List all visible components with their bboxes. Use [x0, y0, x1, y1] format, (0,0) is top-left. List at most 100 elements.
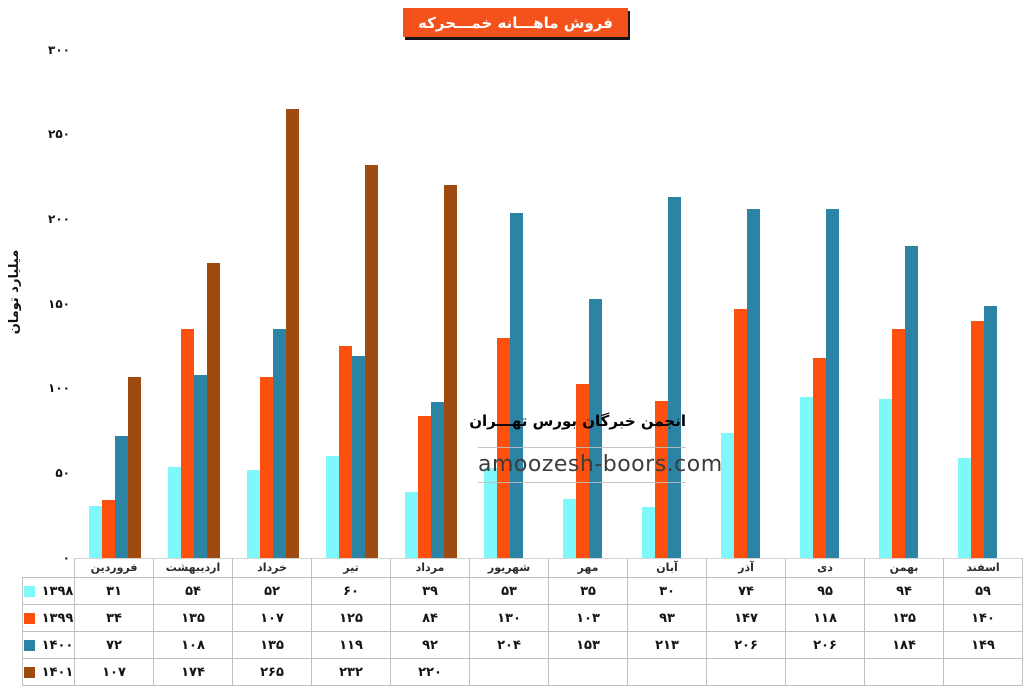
- bar-1398-month-6: [484, 468, 497, 558]
- table-corner-cell: [22, 558, 75, 578]
- legend-year-label: ۱۳۹۸: [41, 583, 74, 599]
- watermark-divider-bottom: [478, 482, 686, 483]
- value-cell-1401-month-6: [470, 659, 549, 686]
- value-cell-1400-month-4: ۱۱۹: [312, 632, 391, 659]
- value-cell-1400-month-11: ۱۸۴: [865, 632, 944, 659]
- bar-1399-month-1: [102, 500, 115, 558]
- month-header-7: مهر: [549, 558, 628, 578]
- bar-1400-month-10: [826, 209, 839, 558]
- value-cell-1401-month-7: [549, 659, 628, 686]
- bar-1398-month-11: [879, 399, 892, 558]
- bar-1399-month-4: [339, 346, 352, 558]
- plot-area: [75, 50, 1023, 559]
- value-cell-1400-month-8: ۲۱۳: [628, 632, 707, 659]
- bar-1400-month-2: [194, 375, 207, 558]
- bar-1401-month-4: [365, 165, 378, 558]
- value-cell-1400-month-7: ۱۵۳: [549, 632, 628, 659]
- value-cell-1398-month-10: ۹۵: [786, 578, 865, 605]
- month-header-2: اردیبهشت: [154, 558, 233, 578]
- value-cell-1401-month-10: [786, 659, 865, 686]
- bar-1400-month-3: [273, 329, 286, 558]
- value-cell-1400-month-6: ۲۰۴: [470, 632, 549, 659]
- value-cell-1398-month-6: ۵۳: [470, 578, 549, 605]
- bar-1398-month-10: [800, 397, 813, 558]
- value-cell-1400-month-5: ۹۲: [391, 632, 470, 659]
- value-cell-1401-month-5: ۲۲۰: [391, 659, 470, 686]
- value-cell-1398-month-8: ۳۰: [628, 578, 707, 605]
- value-cell-1399-month-2: ۱۳۵: [154, 605, 233, 632]
- bar-1399-month-8: [655, 401, 668, 558]
- value-cell-1399-month-8: ۹۳: [628, 605, 707, 632]
- y-axis-title: میلیارد تومان: [7, 249, 22, 335]
- value-cell-1398-month-12: ۵۹: [944, 578, 1023, 605]
- watermark-domain: amoozesh-boors.com: [478, 452, 723, 477]
- value-cell-1400-month-3: ۱۳۵: [233, 632, 312, 659]
- value-cell-1399-month-3: ۱۰۷: [233, 605, 312, 632]
- bar-1398-month-4: [326, 456, 339, 558]
- value-cell-1398-month-2: ۵۴: [154, 578, 233, 605]
- value-cell-1400-month-1: ۷۲: [75, 632, 154, 659]
- value-cell-1398-month-4: ۶۰: [312, 578, 391, 605]
- bar-1400-month-7: [589, 299, 602, 558]
- bar-1399-month-3: [260, 377, 273, 558]
- bar-1401-month-2: [207, 263, 220, 558]
- month-header-4: تیر: [312, 558, 391, 578]
- bar-1398-month-5: [405, 492, 418, 558]
- y-axis-tick-label-250: ۲۵۰: [48, 127, 70, 142]
- value-cell-1401-month-8: [628, 659, 707, 686]
- value-cell-1399-month-10: ۱۱۸: [786, 605, 865, 632]
- legend-year-label: ۱۳۹۹: [41, 610, 74, 626]
- bar-1401-month-3: [286, 109, 299, 558]
- value-cell-1401-month-11: [865, 659, 944, 686]
- legend-swatch-1401: [23, 666, 35, 678]
- bar-1400-month-12: [984, 306, 997, 558]
- value-cell-1401-month-3: ۲۶۵: [233, 659, 312, 686]
- value-cell-1399-month-5: ۸۴: [391, 605, 470, 632]
- bar-1401-month-1: [128, 377, 141, 558]
- y-axis-tick-label-150: ۱۵۰: [48, 296, 70, 311]
- value-cell-1400-month-12: ۱۴۹: [944, 632, 1023, 659]
- value-cell-1400-month-10: ۲۰۶: [786, 632, 865, 659]
- watermark-text-fa: انجمن خبرگان بورس تهـــران: [469, 412, 686, 430]
- bar-1400-month-9: [747, 209, 760, 558]
- month-header-1: فروردین: [75, 558, 154, 578]
- value-cell-1401-month-9: [707, 659, 786, 686]
- y-axis-tick-label-50: ۵۰: [55, 465, 70, 480]
- data-table: فروردین اردیبهشت خرداد تیر مرداد شهریور مهر آبا…: [22, 558, 1023, 686]
- bar-1399-month-7: [576, 384, 589, 558]
- legend-cell-1399: ۱۳۹۹: [22, 605, 75, 632]
- bar-1399-month-9: [734, 309, 747, 558]
- value-cell-1399-month-11: ۱۳۵: [865, 605, 944, 632]
- legend-year-label: ۱۴۰۰: [41, 637, 74, 653]
- bar-1400-month-8: [668, 197, 681, 558]
- value-cell-1399-month-12: ۱۴۰: [944, 605, 1023, 632]
- bar-1398-month-2: [168, 467, 181, 558]
- legend-swatch-1400: [23, 639, 35, 651]
- watermark: انجمن خبرگان بورس تهـــران amoozesh-boor…: [469, 410, 723, 484]
- legend-cell-1398: ۱۳۹۸: [22, 578, 75, 605]
- bar-1399-month-5: [418, 416, 431, 558]
- value-cell-1401-month-1: ۱۰۷: [75, 659, 154, 686]
- bar-1399-month-10: [813, 358, 826, 558]
- legend-swatch-1399: [23, 612, 35, 624]
- y-axis-tick-label-100: ۱۰۰: [48, 381, 70, 396]
- bar-1398-month-7: [563, 499, 576, 558]
- y-axis-tick-label-200: ۲۰۰: [48, 211, 70, 226]
- y-axis-tick-label-300: ۳۰۰: [48, 42, 70, 57]
- bar-1400-month-5: [431, 402, 444, 558]
- legend-year-label: ۱۴۰۱: [41, 664, 74, 680]
- bar-1398-month-12: [958, 458, 971, 558]
- chart-title: فروش ماهـــانه خمـــحرکه: [418, 13, 613, 32]
- value-cell-1401-month-12: [944, 659, 1023, 686]
- bar-1400-month-4: [352, 356, 365, 558]
- month-header-11: بهمن: [865, 558, 944, 578]
- bar-1400-month-1: [115, 436, 128, 558]
- chart-title-badge: فروش ماهـــانه خمـــحرکه: [403, 8, 628, 37]
- value-cell-1399-month-4: ۱۲۵: [312, 605, 391, 632]
- value-cell-1401-month-2: ۱۷۴: [154, 659, 233, 686]
- bar-1398-month-8: [642, 507, 655, 558]
- bar-1401-month-5: [444, 185, 457, 558]
- bar-1399-month-2: [181, 329, 194, 558]
- bar-1398-month-9: [721, 433, 734, 558]
- watermark-divider-top: [478, 447, 686, 448]
